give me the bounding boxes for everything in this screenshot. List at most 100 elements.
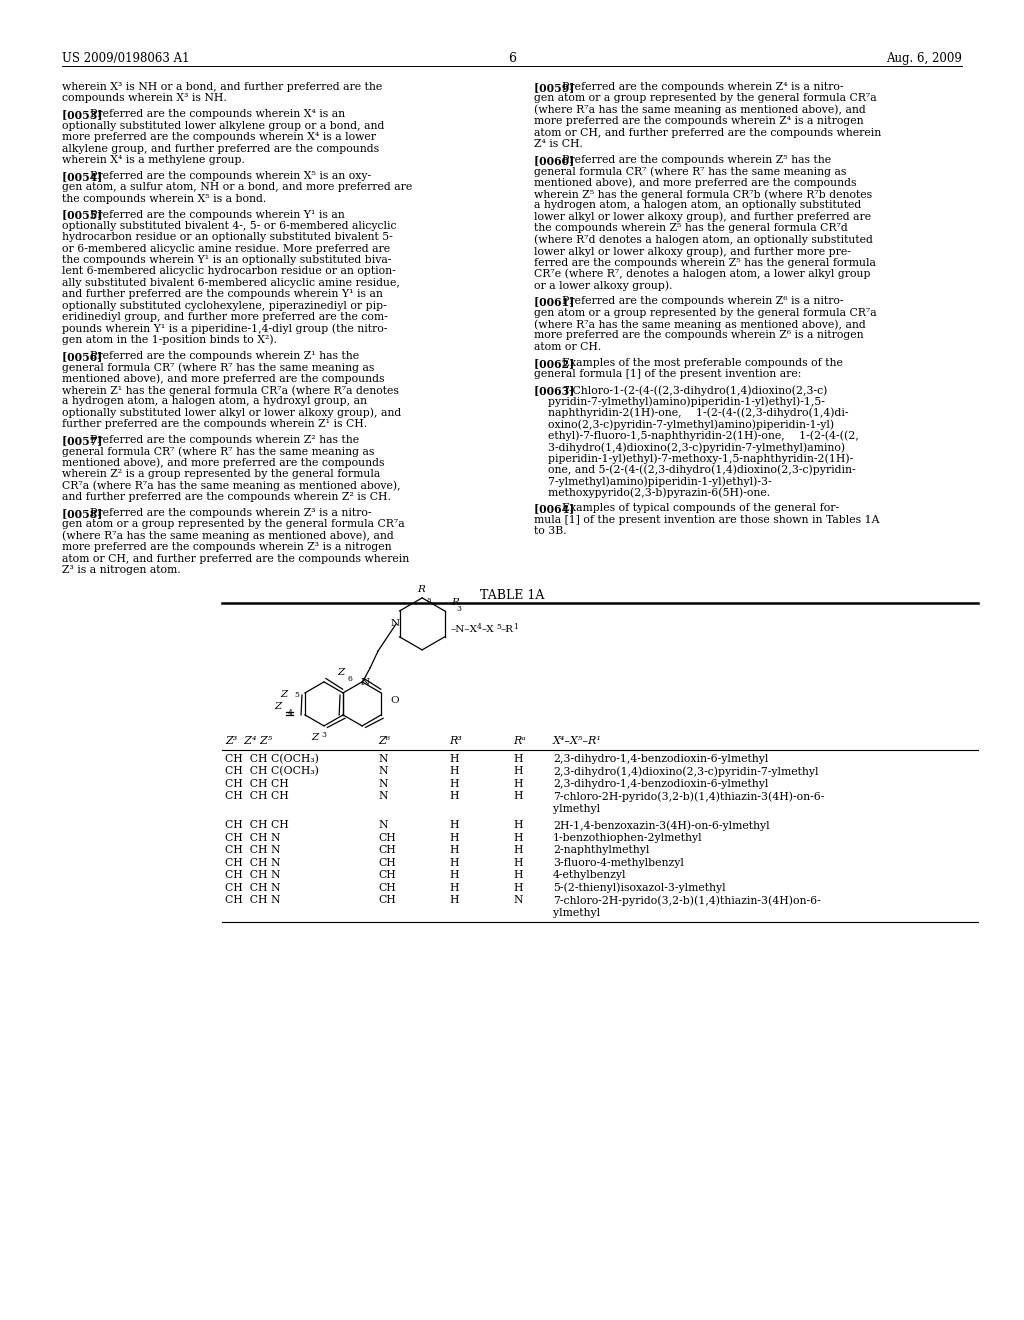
Text: 2-naphthylmethyl: 2-naphthylmethyl — [553, 845, 649, 855]
Text: Z: Z — [274, 702, 282, 711]
Text: H: H — [513, 845, 522, 855]
Text: ally substituted bivalent 6-membered alicyclic amine residue,: ally substituted bivalent 6-membered ali… — [62, 279, 400, 288]
Text: H: H — [449, 870, 459, 880]
Text: CH: CH — [378, 883, 395, 892]
Text: ylmethyl: ylmethyl — [553, 908, 600, 917]
Text: mula [1] of the present invention are those shown in Tables 1A: mula [1] of the present invention are th… — [534, 515, 880, 525]
Text: H: H — [449, 845, 459, 855]
Text: gen atom or a group represented by the general formula CR⁷a: gen atom or a group represented by the g… — [62, 519, 404, 529]
Text: 4-ethylbenzyl: 4-ethylbenzyl — [553, 870, 627, 880]
Text: compounds wherein X³ is NH.: compounds wherein X³ is NH. — [62, 94, 226, 103]
Text: H: H — [449, 792, 459, 801]
Text: Z: Z — [311, 733, 318, 742]
Text: 5-(2-thienyl)isoxazol-3-ylmethyl: 5-(2-thienyl)isoxazol-3-ylmethyl — [553, 883, 726, 894]
Text: ethyl)-7-fluoro-1,5-naphthyridin-2(1H)-one,  1-(2-(4-((2,: ethyl)-7-fluoro-1,5-naphthyridin-2(1H)-o… — [534, 430, 859, 441]
Text: CH: CH — [378, 858, 395, 867]
Text: H: H — [513, 779, 522, 789]
Text: Z⁶: Z⁶ — [378, 735, 390, 746]
Text: Preferred are the compounds wherein Y¹ is an: Preferred are the compounds wherein Y¹ i… — [90, 210, 345, 219]
Text: Z: Z — [338, 668, 345, 677]
Text: more preferred are the compounds wherein Z⁴ is a nitrogen: more preferred are the compounds wherein… — [534, 116, 863, 127]
Text: [0061]: [0061] — [534, 296, 586, 308]
Text: wherein Z⁵ has the general formula CR⁷b (where R⁷b denotes: wherein Z⁵ has the general formula CR⁷b … — [534, 189, 872, 199]
Text: 4: 4 — [477, 623, 482, 631]
Text: CH  CH N: CH CH N — [225, 883, 281, 892]
Text: H: H — [449, 767, 459, 776]
Text: Preferred are the compounds wherein Z³ is a nitro-: Preferred are the compounds wherein Z³ i… — [90, 508, 372, 517]
Text: TABLE 1A: TABLE 1A — [480, 589, 544, 602]
Text: –N–X: –N–X — [451, 626, 477, 635]
Text: a hydrogen atom, a halogen atom, a hydroxyl group, an: a hydrogen atom, a halogen atom, a hydro… — [62, 396, 367, 407]
Text: wherein Z¹ has the general formula CR⁷a (where R⁷a denotes: wherein Z¹ has the general formula CR⁷a … — [62, 385, 399, 396]
Text: US 2009/0198063 A1: US 2009/0198063 A1 — [62, 51, 189, 65]
Text: [0057]: [0057] — [62, 436, 114, 446]
Text: H: H — [513, 858, 522, 867]
Text: further preferred are the compounds wherein Z¹ is CH.: further preferred are the compounds wher… — [62, 420, 368, 429]
Text: H: H — [449, 895, 459, 906]
Text: 3-fluoro-4-methylbenzyl: 3-fluoro-4-methylbenzyl — [553, 858, 684, 867]
Text: general formula CR⁷ (where R⁷ has the same meaning as: general formula CR⁷ (where R⁷ has the sa… — [534, 166, 847, 177]
Text: lower alkyl or lower alkoxy group), and further preferred are: lower alkyl or lower alkoxy group), and … — [534, 213, 871, 223]
Text: alkylene group, and further preferred are the compounds: alkylene group, and further preferred ar… — [62, 144, 379, 153]
Text: and further preferred are the compounds wherein Y¹ is an: and further preferred are the compounds … — [62, 289, 383, 300]
Text: Examples of typical compounds of the general for-: Examples of typical compounds of the gen… — [562, 503, 840, 513]
Text: CH  CH N: CH CH N — [225, 858, 281, 867]
Text: optionally substituted cyclohexylene, piperazinediyl or pip-: optionally substituted cyclohexylene, pi… — [62, 301, 387, 310]
Text: Preferred are the compounds wherein X⁵ is an oxy-: Preferred are the compounds wherein X⁵ i… — [90, 170, 372, 181]
Text: or a lower alkoxy group).: or a lower alkoxy group). — [534, 280, 673, 290]
Text: a: a — [427, 595, 431, 603]
Text: R³: R³ — [449, 735, 462, 746]
Text: Preferred are the compounds wherein Z⁶ is a nitro-: Preferred are the compounds wherein Z⁶ i… — [562, 296, 844, 306]
Text: CH  CH N: CH CH N — [225, 833, 281, 843]
Text: CH  CH C(OCH₃): CH CH C(OCH₃) — [225, 754, 318, 764]
Text: 1: 1 — [513, 623, 518, 631]
Text: one, and 5-(2-(4-((2,3-dihydro(1,4)dioxino(2,3-c)pyridin-: one, and 5-(2-(4-((2,3-dihydro(1,4)dioxi… — [534, 465, 856, 475]
Text: optionally substituted lower alkyl or lower alkoxy group), and: optionally substituted lower alkyl or lo… — [62, 408, 401, 418]
Text: CH  CH CH: CH CH CH — [225, 779, 289, 789]
Text: Preferred are the compounds wherein Z⁴ is a nitro-: Preferred are the compounds wherein Z⁴ i… — [562, 82, 844, 92]
Text: atom or CH.: atom or CH. — [534, 342, 601, 352]
Text: CH: CH — [378, 870, 395, 880]
Text: more preferred are the compounds wherein X⁴ is a lower: more preferred are the compounds wherein… — [62, 132, 376, 143]
Text: Z³ is a nitrogen atom.: Z³ is a nitrogen atom. — [62, 565, 180, 576]
Text: general formula [1] of the present invention are:: general formula [1] of the present inven… — [534, 370, 802, 379]
Text: lower alkyl or lower alkoxy group), and further more pre-: lower alkyl or lower alkoxy group), and … — [534, 246, 851, 256]
Text: H: H — [449, 754, 459, 764]
Text: R: R — [417, 585, 425, 594]
Text: 6: 6 — [347, 675, 352, 682]
Text: gen atom or a group represented by the general formula CR⁷a: gen atom or a group represented by the g… — [534, 308, 877, 318]
Text: N: N — [378, 792, 387, 801]
Text: H: H — [513, 833, 522, 843]
Text: [0053]: [0053] — [62, 110, 114, 120]
Text: (where R⁷a has the same meaning as mentioned above), and: (where R⁷a has the same meaning as menti… — [534, 104, 865, 115]
Text: H: H — [513, 767, 522, 776]
Text: R: R — [451, 598, 459, 607]
Text: –R: –R — [500, 626, 513, 635]
Text: atom or CH, and further preferred are the compounds wherein: atom or CH, and further preferred are th… — [534, 128, 882, 137]
Text: Z⁴ is CH.: Z⁴ is CH. — [534, 139, 583, 149]
Text: H: H — [449, 821, 459, 830]
Text: 7-ylmethyl)amino)piperidin-1-yl)ethyl)-3-: 7-ylmethyl)amino)piperidin-1-yl)ethyl)-3… — [534, 477, 772, 487]
Text: CH  CH CH: CH CH CH — [225, 821, 289, 830]
Text: H: H — [449, 779, 459, 789]
Text: pounds wherein Y¹ is a piperidine-1,4-diyl group (the nitro-: pounds wherein Y¹ is a piperidine-1,4-di… — [62, 323, 387, 334]
Text: Examples of the most preferable compounds of the: Examples of the most preferable compound… — [562, 358, 844, 368]
Text: to 3B.: to 3B. — [534, 527, 566, 536]
Text: [0063]: [0063] — [534, 385, 586, 396]
Text: gen atom or a group represented by the general formula CR⁷a: gen atom or a group represented by the g… — [534, 94, 877, 103]
Text: mentioned above), and more preferred are the compounds: mentioned above), and more preferred are… — [62, 374, 384, 384]
Text: (where R⁷a has the same meaning as mentioned above), and: (where R⁷a has the same meaning as menti… — [62, 531, 394, 541]
Text: Rᵃ: Rᵃ — [513, 735, 525, 746]
Text: wherein X³ is NH or a bond, and further preferred are the: wherein X³ is NH or a bond, and further … — [62, 82, 382, 92]
Text: gen atom in the 1-position binds to X²).: gen atom in the 1-position binds to X²). — [62, 335, 278, 346]
Text: wherein X⁴ is a methylene group.: wherein X⁴ is a methylene group. — [62, 154, 245, 165]
Text: CH: CH — [378, 895, 395, 906]
Text: CH  CH N: CH CH N — [225, 845, 281, 855]
Text: Preferred are the compounds wherein X⁴ is an: Preferred are the compounds wherein X⁴ i… — [90, 110, 345, 119]
Text: CH  CH N: CH CH N — [225, 870, 281, 880]
Text: H: H — [513, 792, 522, 801]
Text: Aug. 6, 2009: Aug. 6, 2009 — [886, 51, 962, 65]
Text: naphthyridin-2(1H)-one,  1-(2-(4-((2,3-dihydro(1,4)di-: naphthyridin-2(1H)-one, 1-(2-(4-((2,3-di… — [534, 408, 849, 418]
Text: [0056]: [0056] — [62, 351, 114, 362]
Text: N: N — [378, 821, 387, 830]
